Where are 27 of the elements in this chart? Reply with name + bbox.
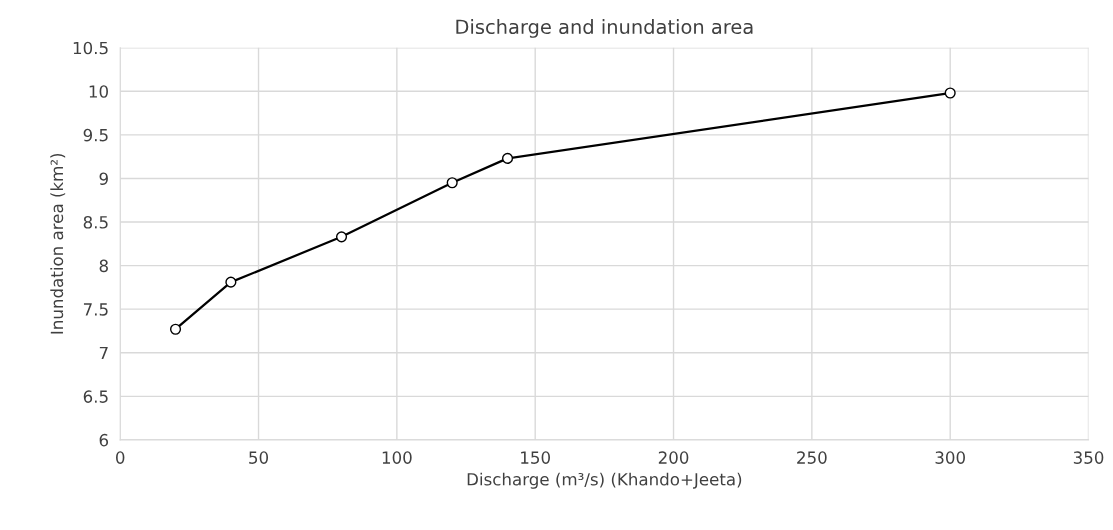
x-tick-label: 200 <box>658 451 689 464</box>
y-tick-label: 10.5 <box>73 41 108 55</box>
point <box>225 276 237 288</box>
y-axis-title: Inundation area (km²) <box>50 153 66 334</box>
y-tick-label: 8.5 <box>83 215 108 229</box>
point <box>446 177 458 189</box>
x-tick-label: 100 <box>382 451 412 464</box>
y-tick-label: 9.5 <box>83 128 108 142</box>
x-tick-label: 150 <box>521 451 550 464</box>
x-axis-title: Discharge (m³/s) (Khando+Jeeta) <box>467 472 742 489</box>
y-tick-label: 10 <box>89 85 108 98</box>
chart-title: Discharge and inundation area <box>456 19 753 38</box>
x-tick-label: 50 <box>249 451 269 464</box>
y-tick-label: 6 <box>99 433 109 447</box>
y-tick-label: 6.5 <box>83 390 108 403</box>
x-tick-label: 0 <box>116 451 125 464</box>
x-tick-label: 350 <box>1073 451 1104 464</box>
point <box>501 152 514 164</box>
x-tick-label: 250 <box>797 451 827 464</box>
y-tick-label: 7 <box>99 346 108 360</box>
y-tick-label: 7.5 <box>83 303 108 316</box>
point <box>335 231 348 243</box>
y-tick-label: 9 <box>99 172 108 185</box>
x-tick-label: 300 <box>935 451 965 464</box>
point <box>169 323 182 335</box>
point <box>944 87 956 99</box>
y-tick-label: 8 <box>99 259 108 273</box>
